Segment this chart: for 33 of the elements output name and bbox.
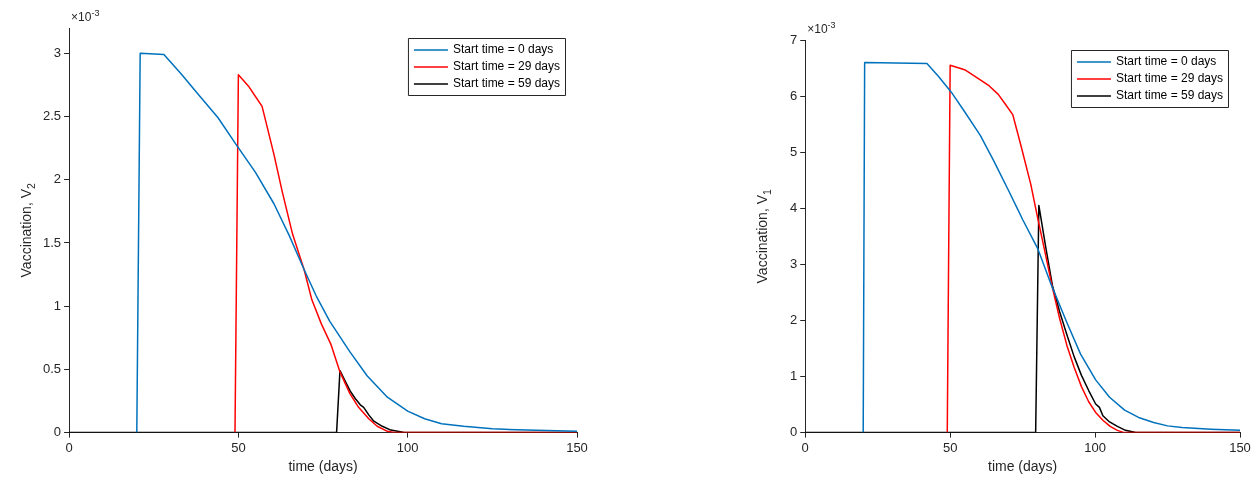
- y-tick-label: 5: [790, 143, 798, 159]
- x-tick-label: 100: [1084, 439, 1106, 455]
- y-tick-label: 3: [53, 44, 62, 60]
- legend-label: Start time = 29 days: [1115, 71, 1224, 86]
- legend-label: Start time = 59 days: [1115, 88, 1224, 103]
- y-tick-label: 4: [790, 199, 798, 215]
- y-tick-label: 0.5: [42, 360, 62, 376]
- legend-label: Start time = 59 days: [452, 76, 561, 91]
- x-tick-label: 0: [65, 439, 73, 455]
- y-tick-label: 2.5: [42, 108, 62, 124]
- x-tick-label: 50: [231, 439, 246, 455]
- x-axis-title: time (days): [288, 458, 358, 475]
- y-tick-label: 1: [790, 368, 798, 384]
- y-axis-title: Vaccination, V1: [754, 188, 774, 284]
- legend-label: Start time = 29 days: [452, 59, 561, 74]
- y-tick-label: 7: [790, 31, 798, 47]
- y-tick-label: 6: [790, 87, 798, 103]
- y-tick-label: 1: [53, 297, 62, 313]
- x-tick-label: 50: [942, 439, 958, 455]
- x-tick-label: 150: [566, 439, 588, 455]
- y-tick-label: 0: [790, 424, 798, 440]
- x-axis-title: time (days): [988, 458, 1058, 475]
- legend-label: Start time = 0 days: [1115, 54, 1217, 69]
- x-tick-label: 100: [396, 439, 419, 455]
- y-tick-label: 3: [790, 255, 798, 271]
- y-tick-label: 1.5: [42, 234, 62, 250]
- y-tick-label: 2: [790, 312, 798, 328]
- x-tick-label: 0: [801, 439, 809, 455]
- legend-label: Start time = 0 days: [452, 42, 554, 57]
- y-tick-label: 2: [53, 171, 62, 187]
- y-tick-label: 0: [53, 424, 62, 440]
- y-axis-title: Vaccination, V2: [17, 182, 37, 278]
- x-tick-label: 150: [1229, 439, 1251, 455]
